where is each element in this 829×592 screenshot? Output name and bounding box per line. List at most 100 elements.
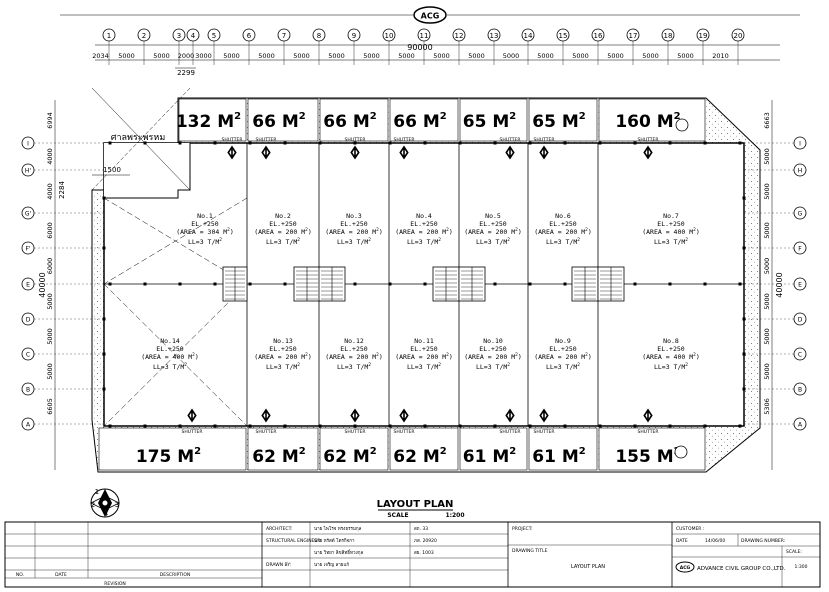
dim-1500: 1500 (103, 166, 121, 174)
tb-drawn-label: DRAWN BY: (266, 562, 291, 568)
unit-load: LL=3 T/M2 (266, 362, 300, 371)
right-total-dim: 40000 (775, 272, 784, 297)
column-mark (598, 424, 602, 428)
left-dim-segment: 6000 (46, 222, 54, 239)
unit-area: (AREA = 200 M2) (325, 352, 383, 361)
column-mark (633, 282, 637, 286)
column-mark (102, 317, 106, 321)
column-mark (703, 282, 707, 286)
top-dimension-segments: 2034 5000 5000 2000 3000 5000 5000 5000 5000 5000… (92, 52, 729, 60)
tb-customer-label: CUSTOMER : (676, 526, 704, 532)
unit-elevation: EL.+250 (410, 345, 437, 353)
unit-number: No.5 (485, 212, 501, 220)
column-label: 4 (191, 32, 196, 40)
total-width-dim: 90000 (407, 43, 432, 52)
column-mark (703, 424, 707, 428)
acg-logo: ACG (60, 6, 800, 24)
dim-segment: 5000 (363, 52, 380, 60)
row-label-left: G' (25, 211, 32, 218)
column-mark (178, 424, 182, 428)
tb-person-2-reg: ภส. 20920 (414, 538, 437, 544)
right-dim-segment: 5000 (763, 293, 771, 310)
tb-architect-label: ARCHITECT: (266, 526, 292, 532)
unit-load: LL=3 T/M2 (188, 237, 222, 246)
column-mark (143, 141, 147, 145)
column-mark (178, 141, 182, 145)
row-label-right: H (798, 168, 803, 175)
stair-blocks (222, 266, 625, 302)
left-dim-segment: 6000 (46, 258, 54, 275)
top-area-label: 66 M2 (323, 111, 377, 132)
column-mark (248, 141, 252, 145)
unit-load: LL=3 T/M2 (476, 237, 510, 246)
dim-segment: 2000 (178, 52, 195, 60)
column-mark (703, 141, 707, 145)
shutter-arrow (399, 408, 409, 423)
unit-load: LL=3 T/M2 (337, 362, 371, 371)
column-label: 6 (247, 32, 252, 40)
bottom-area-label: 155 M2 (615, 446, 680, 467)
column-label: 15 (559, 32, 568, 40)
row-label-right: E (798, 282, 802, 289)
top-area-label: 66 M2 (393, 111, 447, 132)
top-area-cell (319, 98, 389, 142)
unit-number: No.4 (416, 212, 432, 220)
plan-scale-value: 1:200 (445, 512, 464, 519)
tb-project-label: PROJECT: (512, 526, 532, 532)
north-mark-3: 3 (115, 501, 119, 509)
dim-segment: 5000 (537, 52, 554, 60)
top-area-label: 160 M2 (615, 111, 680, 132)
dim-segment: 5000 (677, 52, 694, 60)
shutter-label: SHUTTER (222, 137, 243, 143)
unit-load: LL=3 T/M2 (153, 362, 187, 371)
column-mark (458, 141, 462, 145)
tb-drawing-title-label: DRAWING TITLE (512, 548, 548, 554)
bottom-area-cell (319, 427, 389, 471)
column-label: 1 (107, 32, 111, 40)
column-mark (388, 424, 392, 428)
column-mark (353, 282, 357, 286)
column-label: 2 (142, 32, 146, 40)
north-mark-4: 4 (104, 510, 109, 518)
north-mark-1: 1 (95, 488, 99, 496)
unit-number: No.9 (555, 337, 571, 345)
marker-circle (675, 118, 689, 132)
right-dim-segment: 5306 (763, 398, 771, 415)
column-label: 18 (664, 32, 673, 40)
column-mark (318, 141, 322, 145)
row-label-right: A (798, 422, 803, 429)
dim-segment: 5000 (328, 52, 345, 60)
column-label: 13 (490, 32, 499, 40)
marker-circle (674, 445, 688, 459)
north-arrow (90, 488, 120, 518)
column-label: 8 (317, 32, 321, 40)
unit-elevation: EL.+250 (269, 220, 296, 228)
column-mark (738, 141, 742, 145)
unit-elevation: EL.+250 (191, 220, 218, 228)
column-mark (423, 141, 427, 145)
shutter-label: SHUTTER (394, 137, 415, 143)
unit-number: No.8 (663, 337, 679, 345)
unit-load: LL=3 T/M2 (407, 237, 441, 246)
dim-segment: 5000 (642, 52, 659, 60)
unit-number: No.7 (663, 212, 679, 220)
unit-load: LL=3 T/M2 (654, 237, 688, 246)
tb-drawing-title: LAYOUT PLAN (571, 564, 605, 570)
row-label-left: F' (25, 246, 30, 253)
tb-scale-value: 1:300 (795, 564, 808, 570)
unit-area: (AREA = 400 M2) (141, 352, 199, 361)
column-mark (493, 141, 497, 145)
column-label: 14 (524, 32, 533, 40)
right-dim-segment: 5000 (763, 222, 771, 239)
bottom-area-cell (528, 427, 598, 471)
column-mark (108, 141, 112, 145)
column-mark (423, 424, 427, 428)
bottom-area-cell (98, 427, 247, 471)
column-mark (668, 424, 672, 428)
column-mark (108, 282, 112, 286)
unit-elevation: EL.+250 (549, 345, 576, 353)
column-label: 3 (177, 32, 181, 40)
north-mark-2: 2 (91, 501, 95, 509)
tb-date-value: 14/06/00 (705, 538, 725, 544)
unit-load: LL=3 T/M2 (546, 362, 580, 371)
